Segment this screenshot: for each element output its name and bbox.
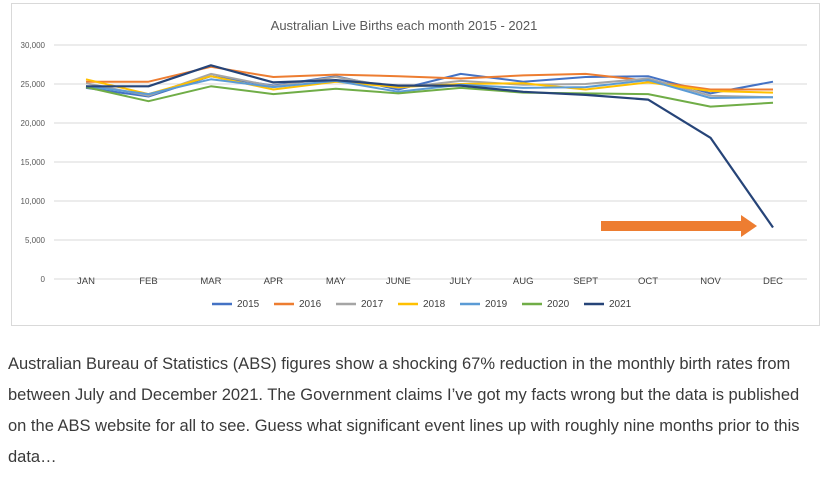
y-tick-label: 20,000: [21, 119, 46, 128]
chart-title: Australian Live Births each month 2015 -…: [271, 18, 538, 33]
legend-label-2017: 2017: [361, 299, 384, 310]
y-tick-label: 5,000: [25, 236, 46, 245]
x-tick-label: OCT: [638, 276, 658, 287]
x-tick-label: AUG: [513, 276, 534, 287]
legend-label-2019: 2019: [485, 299, 508, 310]
series-line-2020: [85, 85, 774, 108]
article-caption: Australian Bureau of Statistics (ABS) fi…: [8, 355, 800, 466]
x-tick-label: NOV: [700, 276, 721, 287]
x-tick-label: FEB: [139, 276, 157, 287]
x-tick-label: DEC: [763, 276, 783, 287]
x-tick-label: JULY: [449, 276, 472, 287]
series-line-2017: [85, 72, 774, 99]
x-tick-label: MAY: [326, 276, 347, 287]
legend-label-2018: 2018: [423, 299, 446, 310]
legend-label-2020: 2020: [547, 299, 570, 310]
legend-label-2021: 2021: [609, 299, 632, 310]
y-tick-label: 15,000: [21, 158, 46, 167]
x-tick-label: SEPT: [573, 276, 598, 287]
series-line-2021: [86, 64, 774, 229]
x-tick-label: APR: [264, 276, 284, 287]
y-tick-label: 30,000: [21, 41, 46, 50]
x-tick-label: MAR: [200, 276, 221, 287]
legend-label-2015: 2015: [237, 299, 260, 310]
y-tick-label: 10,000: [21, 197, 46, 206]
line-chart: Australian Live Births each month 2015 -…: [21, 18, 807, 310]
legend-label-2016: 2016: [299, 299, 322, 310]
x-tick-label: JAN: [77, 276, 95, 287]
chart-container: Australian Live Births each month 2015 -…: [11, 3, 820, 326]
y-tick-label: 25,000: [21, 80, 46, 89]
y-tick-label: 0: [41, 275, 46, 284]
x-tick-label: JUNE: [386, 276, 411, 287]
series-line-2019: [85, 78, 774, 99]
annotation-arrow: [601, 215, 757, 237]
